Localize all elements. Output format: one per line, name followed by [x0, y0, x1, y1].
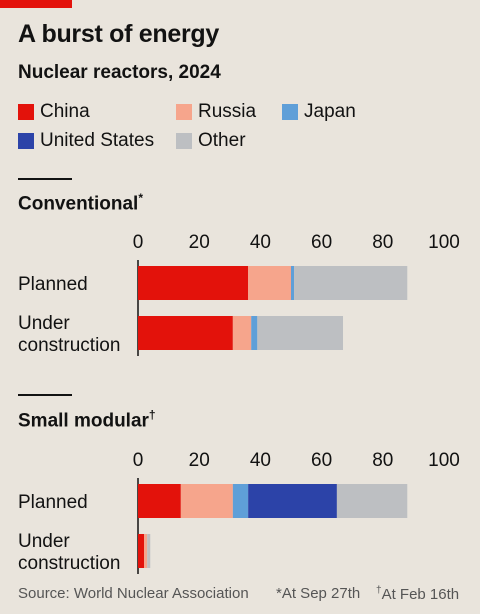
legend-label-china: China: [40, 101, 90, 122]
category-label: Under: [18, 531, 70, 552]
bar-planned-russia: [248, 266, 291, 300]
bar-planned-russia: [180, 484, 233, 518]
x-tick-label: 80: [372, 450, 393, 471]
x-tick-label: 80: [372, 232, 393, 253]
footnote-conventional: *At Sep 27th: [276, 585, 361, 602]
section-title-small-modular: Small modular†: [18, 408, 156, 432]
x-tick-label: 20: [189, 450, 210, 471]
bar-under-construction-russia: [232, 316, 252, 350]
bar-under-construction-other: [257, 316, 344, 350]
legend-item-china: China: [18, 101, 90, 123]
legend-swatch-other: [176, 133, 192, 149]
category-label: Under: [18, 313, 70, 334]
bar-planned-united-states: [248, 484, 337, 518]
chart-title: A burst of energy: [18, 20, 219, 48]
source-note: Source: World Nuclear Association: [18, 585, 249, 602]
category-label: Planned: [18, 492, 88, 513]
legend-swatch-japan: [282, 104, 298, 120]
legend-item-other: Other: [176, 130, 246, 152]
bar-under-construction-china: [138, 316, 233, 350]
x-tick-label: 60: [311, 232, 332, 253]
legend-swatch-united-states: [18, 133, 34, 149]
bar-planned-china: [138, 266, 249, 300]
footnote-small-modular: †At Feb 16th: [376, 585, 460, 603]
section-rule-conventional: [18, 178, 72, 180]
legend-label-russia: Russia: [198, 101, 257, 122]
chart-subtitle: Nuclear reactors, 2024: [18, 62, 221, 83]
bar-planned-japan: [232, 484, 249, 518]
x-tick-label: 60: [311, 450, 332, 471]
legend-item-united-states: United States: [18, 130, 154, 152]
x-tick-label: 20: [189, 232, 210, 253]
legend-item-russia: Russia: [176, 101, 256, 123]
bar-under-construction-japan: [251, 316, 258, 350]
x-tick-label: 0: [133, 450, 144, 471]
bar-under-construction-other: [147, 534, 151, 568]
bar-planned-other: [336, 484, 408, 518]
legend-label-other: Other: [198, 130, 246, 151]
x-tick-label: 100: [428, 450, 460, 471]
x-tick-label: 0: [133, 232, 144, 253]
category-label: construction: [18, 335, 120, 356]
legend-swatch-russia: [176, 104, 192, 120]
brand-tag: [0, 0, 72, 8]
bar-under-construction-russia: [144, 534, 148, 568]
legend-label-united-states: United States: [40, 130, 155, 151]
category-label: Planned: [18, 274, 88, 295]
legend-swatch-china: [18, 104, 34, 120]
x-tick-label: 40: [250, 450, 271, 471]
section-rule-small-modular: [18, 394, 72, 396]
legend-item-japan: Japan: [282, 101, 356, 123]
x-tick-label: 100: [428, 232, 460, 253]
bar-planned-japan: [291, 266, 295, 300]
x-tick-label: 40: [250, 232, 271, 253]
bar-planned-other: [294, 266, 408, 300]
legend-label-japan: Japan: [304, 101, 356, 122]
section-title-conventional: Conventional*: [18, 191, 144, 215]
category-label: construction: [18, 553, 120, 574]
bar-planned-china: [138, 484, 181, 518]
bar-under-construction-china: [138, 534, 145, 568]
